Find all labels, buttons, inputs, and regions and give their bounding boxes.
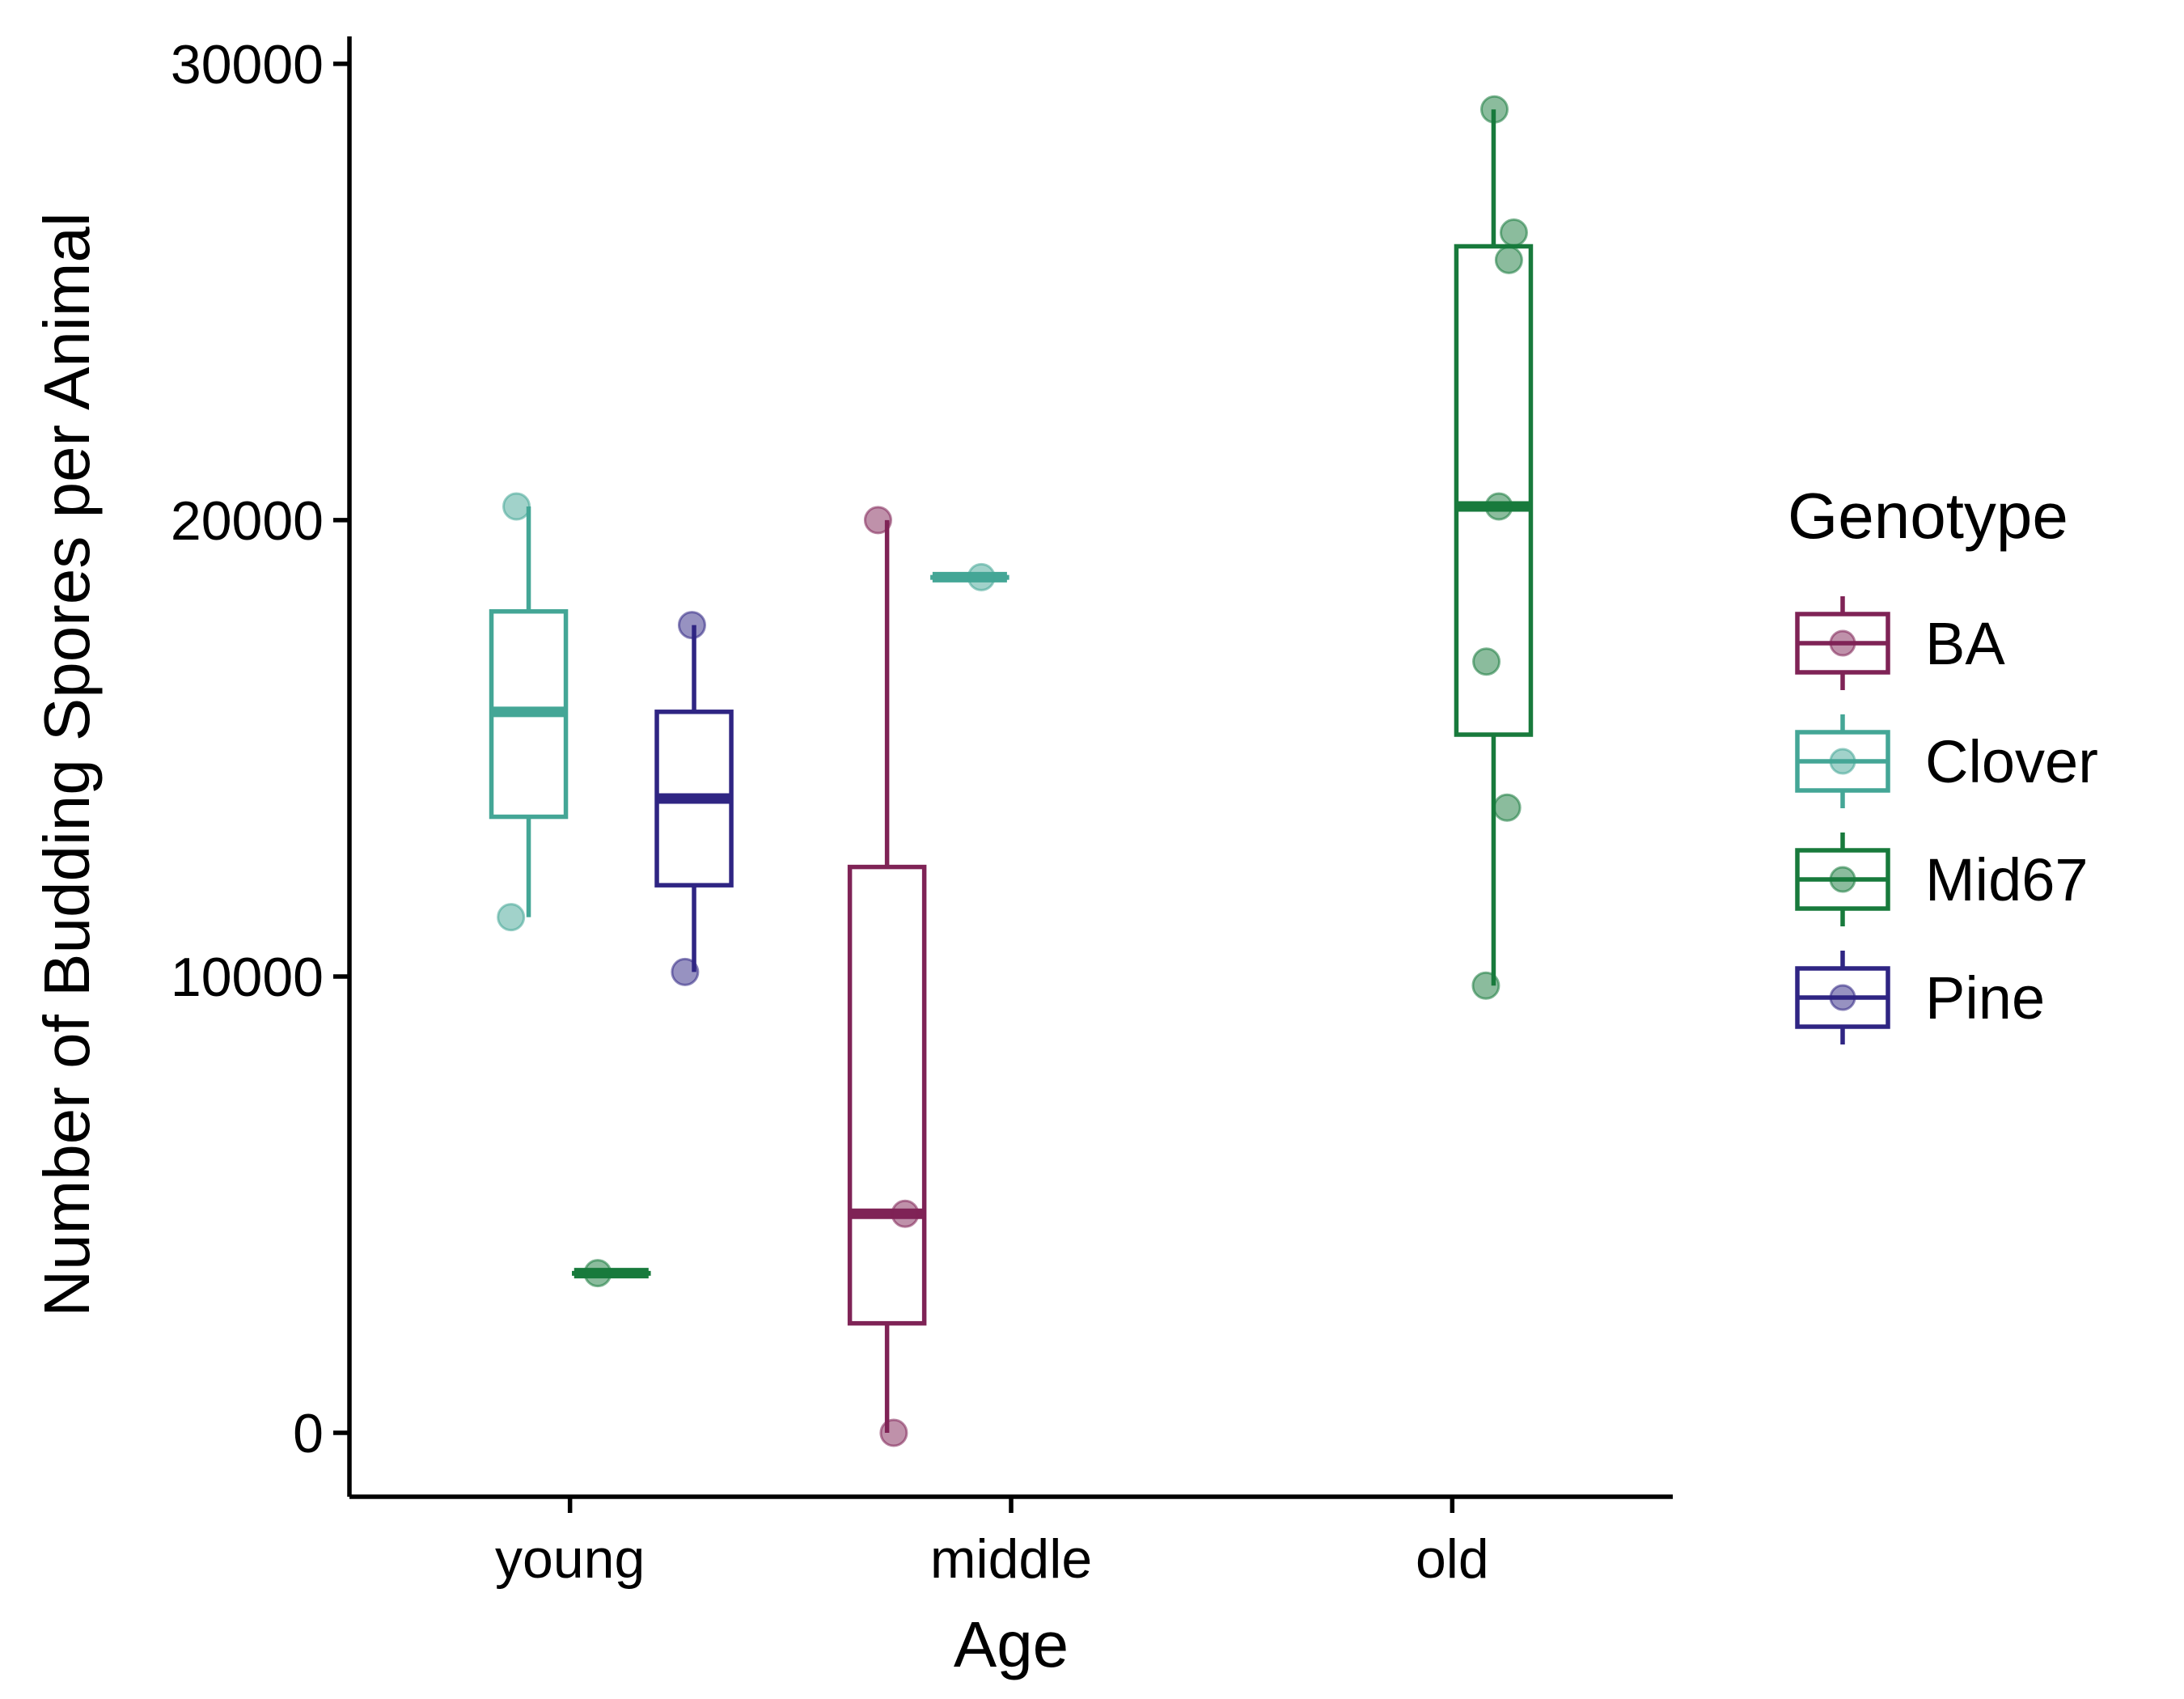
box-clover-middle <box>930 562 1009 591</box>
data-point <box>863 506 892 535</box>
legend-entry-ba: BA <box>1795 596 2005 690</box>
data-point <box>1494 245 1523 274</box>
plot-area <box>489 95 1534 1447</box>
data-point <box>967 562 996 591</box>
data-point <box>502 492 531 521</box>
box-pine-young <box>654 611 734 986</box>
y-tick-label: 20000 <box>171 490 324 552</box>
data-point <box>497 903 526 932</box>
box-body <box>847 864 927 1326</box>
data-point <box>1484 492 1513 521</box>
axes: Number of Budding Spores per Animal Age … <box>31 34 1673 1680</box>
legend-label: Mid67 <box>1925 846 2089 913</box>
x-tick-label: young <box>495 1528 645 1590</box>
box-clover-young <box>489 492 569 932</box>
y-tick-label: 30000 <box>171 34 324 95</box>
x-tick-label: old <box>1416 1528 1489 1590</box>
box-mid67-old <box>1454 95 1534 1000</box>
legend-entry-pine: Pine <box>1795 951 2045 1044</box>
legend-key-point <box>1829 984 1856 1011</box>
data-point <box>891 1199 920 1228</box>
y-tick-label: 0 <box>293 1403 324 1464</box>
legend-key-point <box>1829 629 1856 657</box>
data-point <box>677 611 706 640</box>
data-point <box>879 1418 908 1447</box>
y-axis-title: Number of Budding Spores per Animal <box>31 212 103 1316</box>
legend-label: BA <box>1925 610 2005 677</box>
data-point <box>1499 218 1528 248</box>
data-point <box>1492 793 1522 822</box>
legend-title: Genotype <box>1788 480 2068 552</box>
legend-entry-clover: Clover <box>1795 714 2098 808</box>
legend-key-point <box>1829 866 1856 893</box>
legend-key-point <box>1829 748 1856 775</box>
legend-label: Pine <box>1925 964 2045 1032</box>
x-axis-title: Age <box>954 1608 1069 1680</box>
box-ba-middle <box>847 506 927 1447</box>
legend: Genotype BA Clover Mid67 Pine <box>1788 480 2098 1044</box>
data-point <box>1471 971 1500 1000</box>
data-point <box>1480 95 1509 124</box>
data-point <box>671 957 700 986</box>
data-point <box>1472 647 1501 676</box>
legend-entry-mid67: Mid67 <box>1795 833 2089 926</box>
y-tick-label: 10000 <box>171 947 324 1008</box>
legend-label: Clover <box>1925 728 2098 795</box>
x-tick-label: middle <box>930 1528 1092 1590</box>
box-mid67-young <box>572 1259 651 1288</box>
data-point <box>583 1259 612 1288</box>
